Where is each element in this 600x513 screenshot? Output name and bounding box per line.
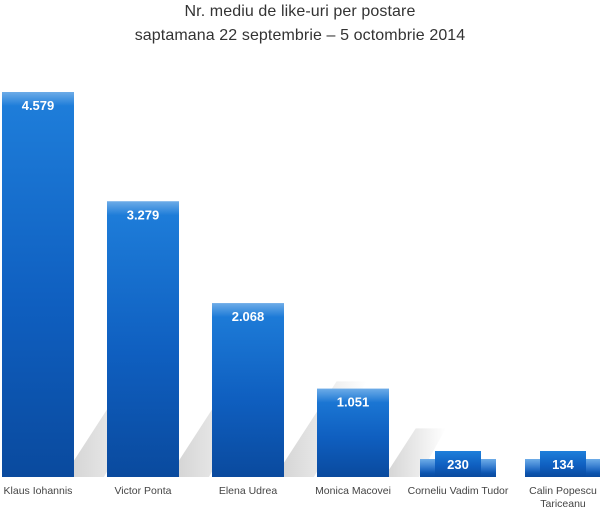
value-label: 2.068 xyxy=(232,309,265,324)
category-label: Victor Ponta xyxy=(114,485,171,497)
category-label: Elena Udrea xyxy=(219,485,278,497)
bar-shadow xyxy=(389,428,446,477)
value-label: 230 xyxy=(447,457,469,472)
bar-1 xyxy=(2,92,74,477)
bar-4 xyxy=(317,388,389,477)
bar-3 xyxy=(212,303,284,477)
bar-2 xyxy=(107,201,179,477)
category-label: Tariceanu xyxy=(540,498,586,510)
category-label: Corneliu Vadim Tudor xyxy=(408,485,509,497)
bar-highlight xyxy=(107,201,179,216)
category-label: Calin Popescu xyxy=(529,485,597,497)
value-tab xyxy=(435,451,481,477)
chart-title: Nr. mediu de like-uri per postare xyxy=(184,3,416,20)
bar-highlight xyxy=(317,388,389,403)
bar-highlight xyxy=(2,92,74,106)
category-label: Klaus Iohannis xyxy=(4,485,73,497)
category-label: Monica Macovei xyxy=(315,485,391,497)
value-label: 3.279 xyxy=(127,207,160,222)
value-label: 134 xyxy=(552,457,574,472)
value-tab xyxy=(540,451,586,477)
chart-subtitle: saptamana 22 septembrie – 5 octombrie 20… xyxy=(134,27,466,44)
value-label: 4.579 xyxy=(22,98,55,113)
bar-highlight xyxy=(212,303,284,318)
value-label: 1.051 xyxy=(337,395,370,410)
